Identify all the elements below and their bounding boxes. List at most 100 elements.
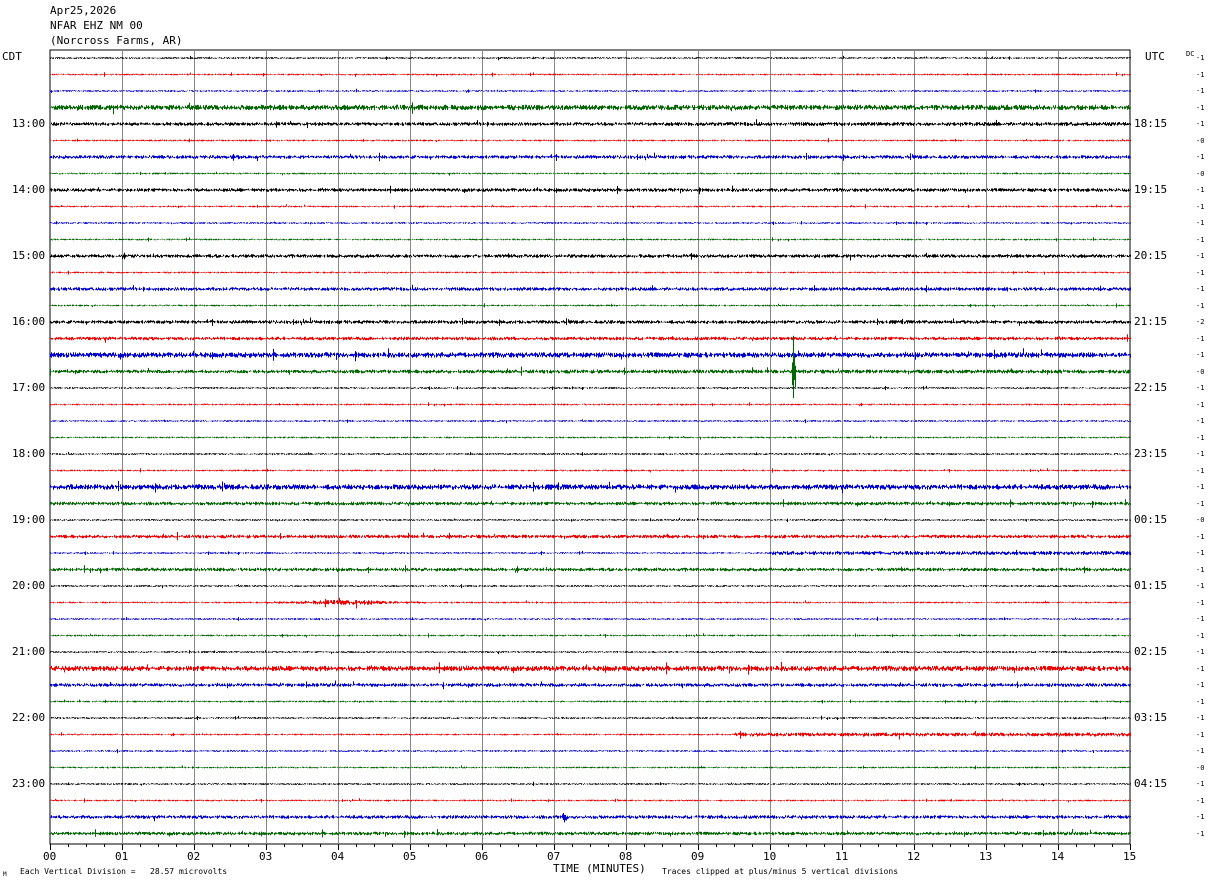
right-timezone-label: UTC	[1145, 50, 1165, 63]
left-hour-label: 13:00	[12, 117, 46, 130]
dc-offset-label: -1	[1196, 153, 1205, 161]
dc-offset-label: -1	[1196, 417, 1205, 425]
seismic-trace	[50, 204, 1131, 209]
dc-offset-label: -0	[1196, 136, 1205, 145]
dc-offset-label: -1	[1196, 714, 1205, 722]
dc-offset-label: -1	[1196, 450, 1205, 458]
dc-offset-label: -1	[1196, 813, 1205, 821]
seismic-trace	[50, 650, 1131, 655]
dc-offset-label: -1	[1196, 631, 1205, 640]
seismic-trace	[50, 749, 1131, 754]
seismic-trace	[50, 237, 1131, 242]
plot-date: Apr25,2026	[50, 4, 117, 17]
dc-offset-label: -1	[1196, 120, 1205, 128]
left-timezone-label: CDT	[2, 50, 22, 63]
dc-offset-label: -1	[1196, 87, 1205, 95]
right-hour-label: 04:15	[1134, 777, 1168, 790]
dc-offset-label: -1	[1196, 202, 1205, 211]
right-hour-label: 20:15	[1134, 249, 1168, 262]
dc-offset-label: -1	[1196, 796, 1205, 805]
dc-offset-label: -1	[1196, 235, 1205, 244]
seismic-trace	[50, 451, 1131, 456]
seismic-trace	[50, 468, 1131, 473]
seismic-trace	[50, 334, 1131, 343]
right-hour-label: 23:15	[1134, 447, 1168, 460]
seismic-trace	[50, 565, 1131, 574]
dc-offset-label: -1	[1196, 219, 1205, 227]
dc-offset-label: -1	[1196, 681, 1205, 689]
seismic-trace	[50, 55, 1131, 61]
dc-offset-label: -1	[1196, 829, 1205, 838]
dc-offset-label: -0	[1196, 516, 1205, 524]
x-tick-label: 00	[43, 850, 57, 863]
dc-offset-label: -1	[1196, 334, 1205, 343]
station-name: NFAR EHZ NM 00	[50, 19, 143, 32]
seismic-trace	[50, 317, 1131, 326]
left-hour-label: 20:00	[12, 579, 46, 592]
left-hour-label: 19:00	[12, 513, 46, 526]
dc-offset-label: -1	[1196, 351, 1205, 359]
seismic-trace	[50, 813, 1131, 823]
dc-offset-label: -1	[1196, 252, 1205, 260]
right-hour-label: 21:15	[1134, 315, 1168, 328]
dc-offset-label: -0	[1196, 763, 1205, 772]
seismic-trace	[50, 119, 1131, 129]
seismic-trace	[50, 532, 1131, 541]
dc-offset-label: -1	[1196, 466, 1205, 475]
dc-offset-label: -0	[1196, 169, 1205, 178]
seismic-trace	[50, 102, 1131, 115]
dc-offset-label: -1	[1196, 664, 1205, 673]
seismic-trace	[50, 221, 1131, 225]
dc-offset-label: -1	[1196, 697, 1205, 706]
left-hour-label: 17:00	[12, 381, 46, 394]
left-hour-label: 21:00	[12, 645, 46, 658]
seismic-trace	[50, 419, 1131, 424]
right-hour-label: 03:15	[1134, 711, 1168, 724]
seismic-trace	[50, 270, 1131, 275]
x-tick-label: 05	[403, 850, 417, 863]
seismic-trace	[50, 435, 1131, 440]
dc-offset-label: -2	[1196, 318, 1205, 326]
seismic-trace	[50, 661, 1131, 675]
seismic-trace	[50, 385, 1131, 391]
seismic-trace	[50, 185, 1131, 195]
seismic-trace	[50, 715, 1131, 721]
seismic-trace	[50, 616, 1131, 621]
seismic-trace	[50, 699, 1131, 704]
x-tick-label: 11	[835, 850, 849, 863]
left-hour-label: 16:00	[12, 315, 46, 328]
dc-offset-label: -1	[1196, 598, 1205, 607]
dc-offset-label: -1	[1196, 565, 1205, 574]
seismic-trace	[50, 829, 1131, 838]
dc-offset-label: -1	[1196, 532, 1205, 541]
scale-note: Each Vertical Division = 28.57 microvolt…	[20, 867, 228, 876]
dc-label: DC	[1186, 50, 1195, 58]
seismic-trace	[50, 549, 1131, 556]
dc-offset-label: -1	[1196, 384, 1205, 392]
left-hour-label: 15:00	[12, 249, 46, 262]
seismic-trace	[50, 152, 1131, 162]
dc-offset-label: -1	[1196, 747, 1205, 755]
seismic-trace	[50, 481, 1131, 494]
left-hour-label: 22:00	[12, 711, 46, 724]
clip-note: Traces clipped at plus/minus 5 vertical …	[662, 867, 899, 876]
seismic-trace	[50, 138, 1131, 143]
location-name: (Norcross Farms, AR)	[50, 34, 183, 47]
seismic-trace	[50, 597, 1131, 609]
right-hour-label: 01:15	[1134, 579, 1168, 592]
seismic-trace	[50, 171, 1131, 176]
dc-offset-label: -1	[1196, 483, 1205, 491]
seismic-trace	[50, 633, 1131, 638]
x-tick-label: 13	[979, 850, 993, 863]
right-hour-label: 02:15	[1134, 645, 1168, 658]
left-hour-label: 14:00	[12, 183, 46, 196]
seismic-trace	[50, 765, 1131, 770]
dc-offset-label: -1	[1196, 103, 1205, 112]
dc-offset-label: -0	[1196, 367, 1205, 376]
x-tick-label: 14	[1051, 850, 1065, 863]
seismic-trace	[50, 517, 1131, 523]
seismic-trace	[50, 781, 1131, 786]
seismic-trace	[50, 335, 1131, 399]
left-hour-label: 23:00	[12, 777, 46, 790]
